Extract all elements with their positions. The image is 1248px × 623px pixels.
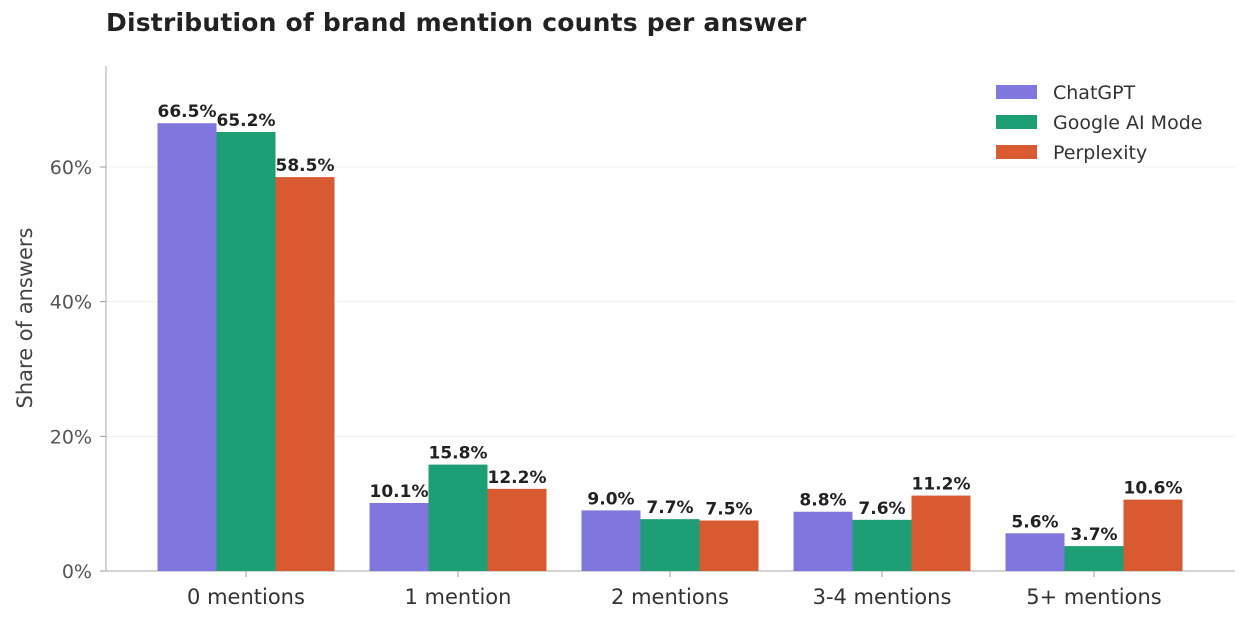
bar [275,177,335,571]
y-tick-label: 40% [50,292,92,314]
bar-value-label: 10.6% [1124,479,1183,499]
bar-value-label: 7.6% [858,499,905,519]
y-tick-label: 0% [62,561,92,583]
y-axis-title: Share of answers [13,228,37,409]
bar-value-label: 66.5% [158,102,217,122]
bar [699,520,759,571]
legend: ChatGPT Google AI Mode Perplexity [996,82,1202,164]
legend-swatch [996,85,1037,99]
bar [1064,546,1124,571]
bar-value-label: 3.7% [1070,525,1117,545]
x-category-label: 2 mentions [611,585,729,609]
x-category-label: 1 mention [405,585,512,609]
bar [793,511,853,571]
legend-label: Perplexity [1053,142,1147,164]
x-category-label: 0 mentions [187,585,305,609]
bar-value-label: 10.1% [370,482,429,502]
x-category-label: 5+ mentions [1026,585,1162,609]
bar-value-label: 7.7% [646,498,693,518]
bar [852,519,912,571]
legend-swatch [996,145,1037,159]
bar [1005,533,1065,571]
bar-value-label: 7.5% [705,500,752,520]
bar [911,495,971,571]
chart-title: Distribution of brand mention counts per… [106,8,807,37]
bar-value-label: 12.2% [488,468,547,488]
legend-label: ChatGPT [1053,82,1136,104]
axes: 0% 20% 40% 60% Share of answers 0 mentions 1 m… [13,66,1235,609]
bar-value-label: 5.6% [1011,512,1058,532]
x-category-label: 3-4 mentions [813,585,952,609]
bar [581,510,641,571]
bar-value-label: 15.8% [429,444,488,464]
bar [157,123,217,571]
bars [157,123,1183,571]
bar-value-label: 9.0% [587,489,634,509]
y-tick-label: 20% [50,426,92,448]
bar [369,502,429,571]
legend-swatch [996,115,1037,129]
bar-value-labels: 66.5% 65.2% 58.5% 10.1%15.8%12.2% 9.0% 7.7% 7.… [158,102,1183,545]
bar-value-label: 8.8% [799,491,846,511]
bar-value-label: 58.5% [276,156,335,176]
bar [487,488,547,571]
bar [1123,499,1183,571]
bar [640,519,700,571]
bar [216,131,276,571]
bar [428,464,488,571]
y-tick-label: 60% [50,157,92,179]
legend-label: Google AI Mode [1053,112,1202,134]
bar-value-label: 11.2% [912,475,971,495]
bar-value-label: 65.2% [217,111,276,131]
